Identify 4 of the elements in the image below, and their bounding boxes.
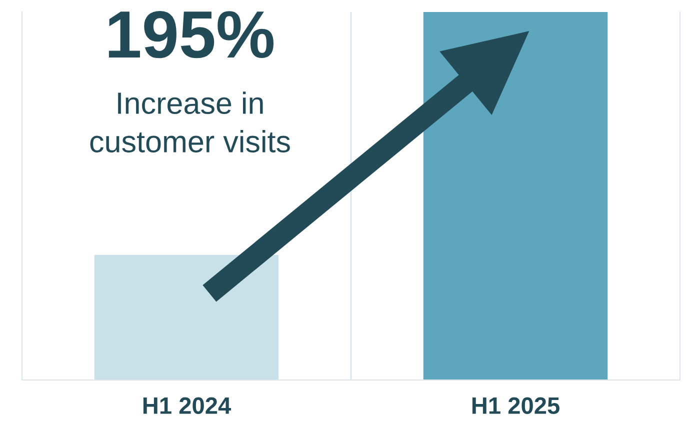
x-tick-label: H1 2025 bbox=[472, 397, 560, 414]
x-tick-label: H1 2024 bbox=[143, 397, 232, 414]
annotation: 195% bbox=[108, 10, 274, 58]
annotation: Increase in customer visits bbox=[90, 92, 290, 153]
